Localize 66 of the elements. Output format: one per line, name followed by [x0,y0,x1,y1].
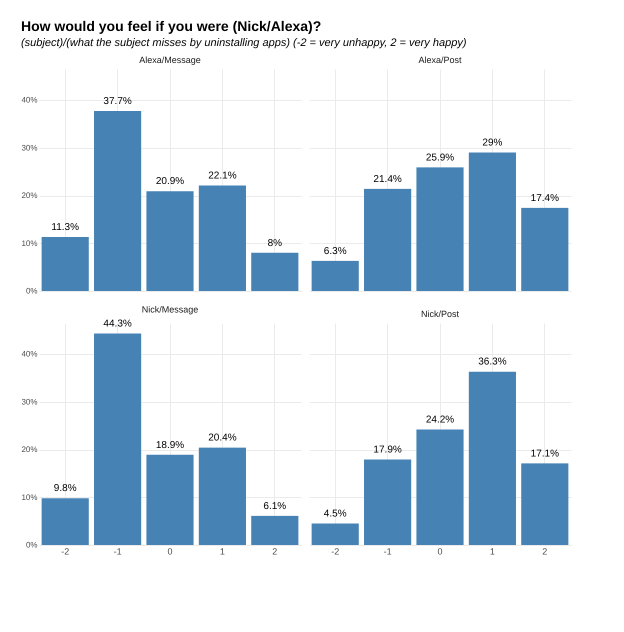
bar [94,334,142,545]
data-label: 21.4% [373,174,402,185]
data-label: 37.7% [103,96,132,108]
bar [364,188,412,291]
bar [468,372,516,545]
y-tick-label: 0% [26,540,38,550]
data-label: 6.3% [324,246,347,257]
data-label: 20.4% [208,432,237,444]
data-label: 25.9% [426,152,454,164]
data-label: 9.8% [54,483,77,494]
data-label: 11.3% [51,222,80,234]
y-tick-label: 40% [21,350,38,359]
bar [198,185,246,291]
bar [416,429,464,545]
bar [251,252,298,291]
data-label: 17.4% [530,192,560,204]
data-label: 24.2% [426,414,454,426]
bar [251,516,298,545]
bar [364,460,412,545]
bar [312,260,359,291]
data-label: 29% [482,138,503,149]
bar [312,524,359,545]
x-tick-label: 2 [542,546,548,556]
bar [416,167,464,291]
y-tick-label: 0% [26,286,38,296]
data-label: 20.9% [156,176,184,188]
bar [521,463,568,545]
x-tick-label: -1 [384,546,392,556]
data-label: 18.9% [156,440,184,451]
x-tick-label: -2 [331,546,340,556]
x-tick-label: -2 [61,546,70,556]
y-tick-label: 30% [21,143,38,152]
y-tick-label: 40% [21,96,38,105]
chart-title: Nick/Message [142,304,198,315]
x-tick-label: 2 [272,546,278,556]
x-tick-label: 0 [437,546,443,556]
y-tick-label: 10% [21,492,38,502]
bar [42,498,89,545]
data-label: 8% [268,238,282,249]
data-label: 4.5% [324,508,347,520]
x-tick-label: 1 [220,546,225,556]
text: (subject)/(what the subject misses by uninstalling apps) (-2 = very unhappy, 2 = very happy) [20,37,467,49]
y-tick-label: 30% [21,397,38,406]
bar [146,454,194,545]
data-label: 6.1% [263,500,286,512]
data-label: 22.1% [208,170,237,182]
data-label: 17.9% [373,444,402,456]
text: How would you feel if you were (Nick/Alexa)? [20,18,322,34]
x-tick-label: 0 [167,546,173,556]
data-label: 36.3% [478,356,507,368]
bar [198,448,246,545]
y-tick-label: 20% [21,191,38,200]
y-tick-label: 20% [21,445,38,454]
y-tick-label: 10% [21,238,38,248]
bar [94,111,142,291]
chart-title: Alexa/Message [139,55,201,65]
bar [146,191,194,291]
data-label: 17.1% [530,448,560,460]
x-tick-label: 1 [490,546,495,556]
x-tick-label: -1 [114,546,122,556]
bar [521,208,568,291]
bar [468,152,516,291]
chart-title: Alexa/Post [418,55,462,65]
chart-title: Nick/Post [420,309,460,319]
data-label: 44.3% [103,318,132,330]
bar [42,237,89,291]
